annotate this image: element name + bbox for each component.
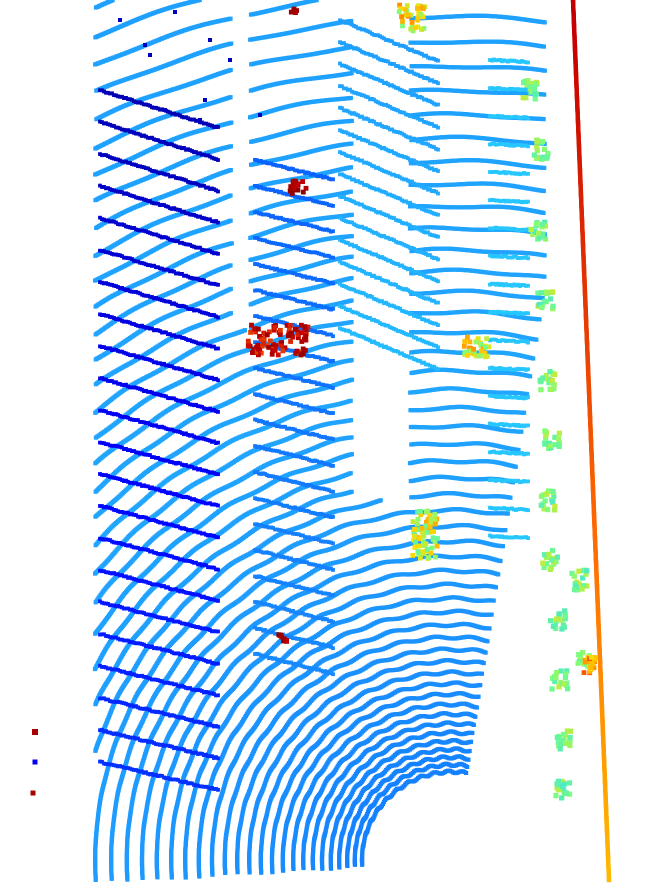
point-cloud-canvas: [0, 0, 659, 894]
point-cloud-viewport: [0, 0, 659, 894]
